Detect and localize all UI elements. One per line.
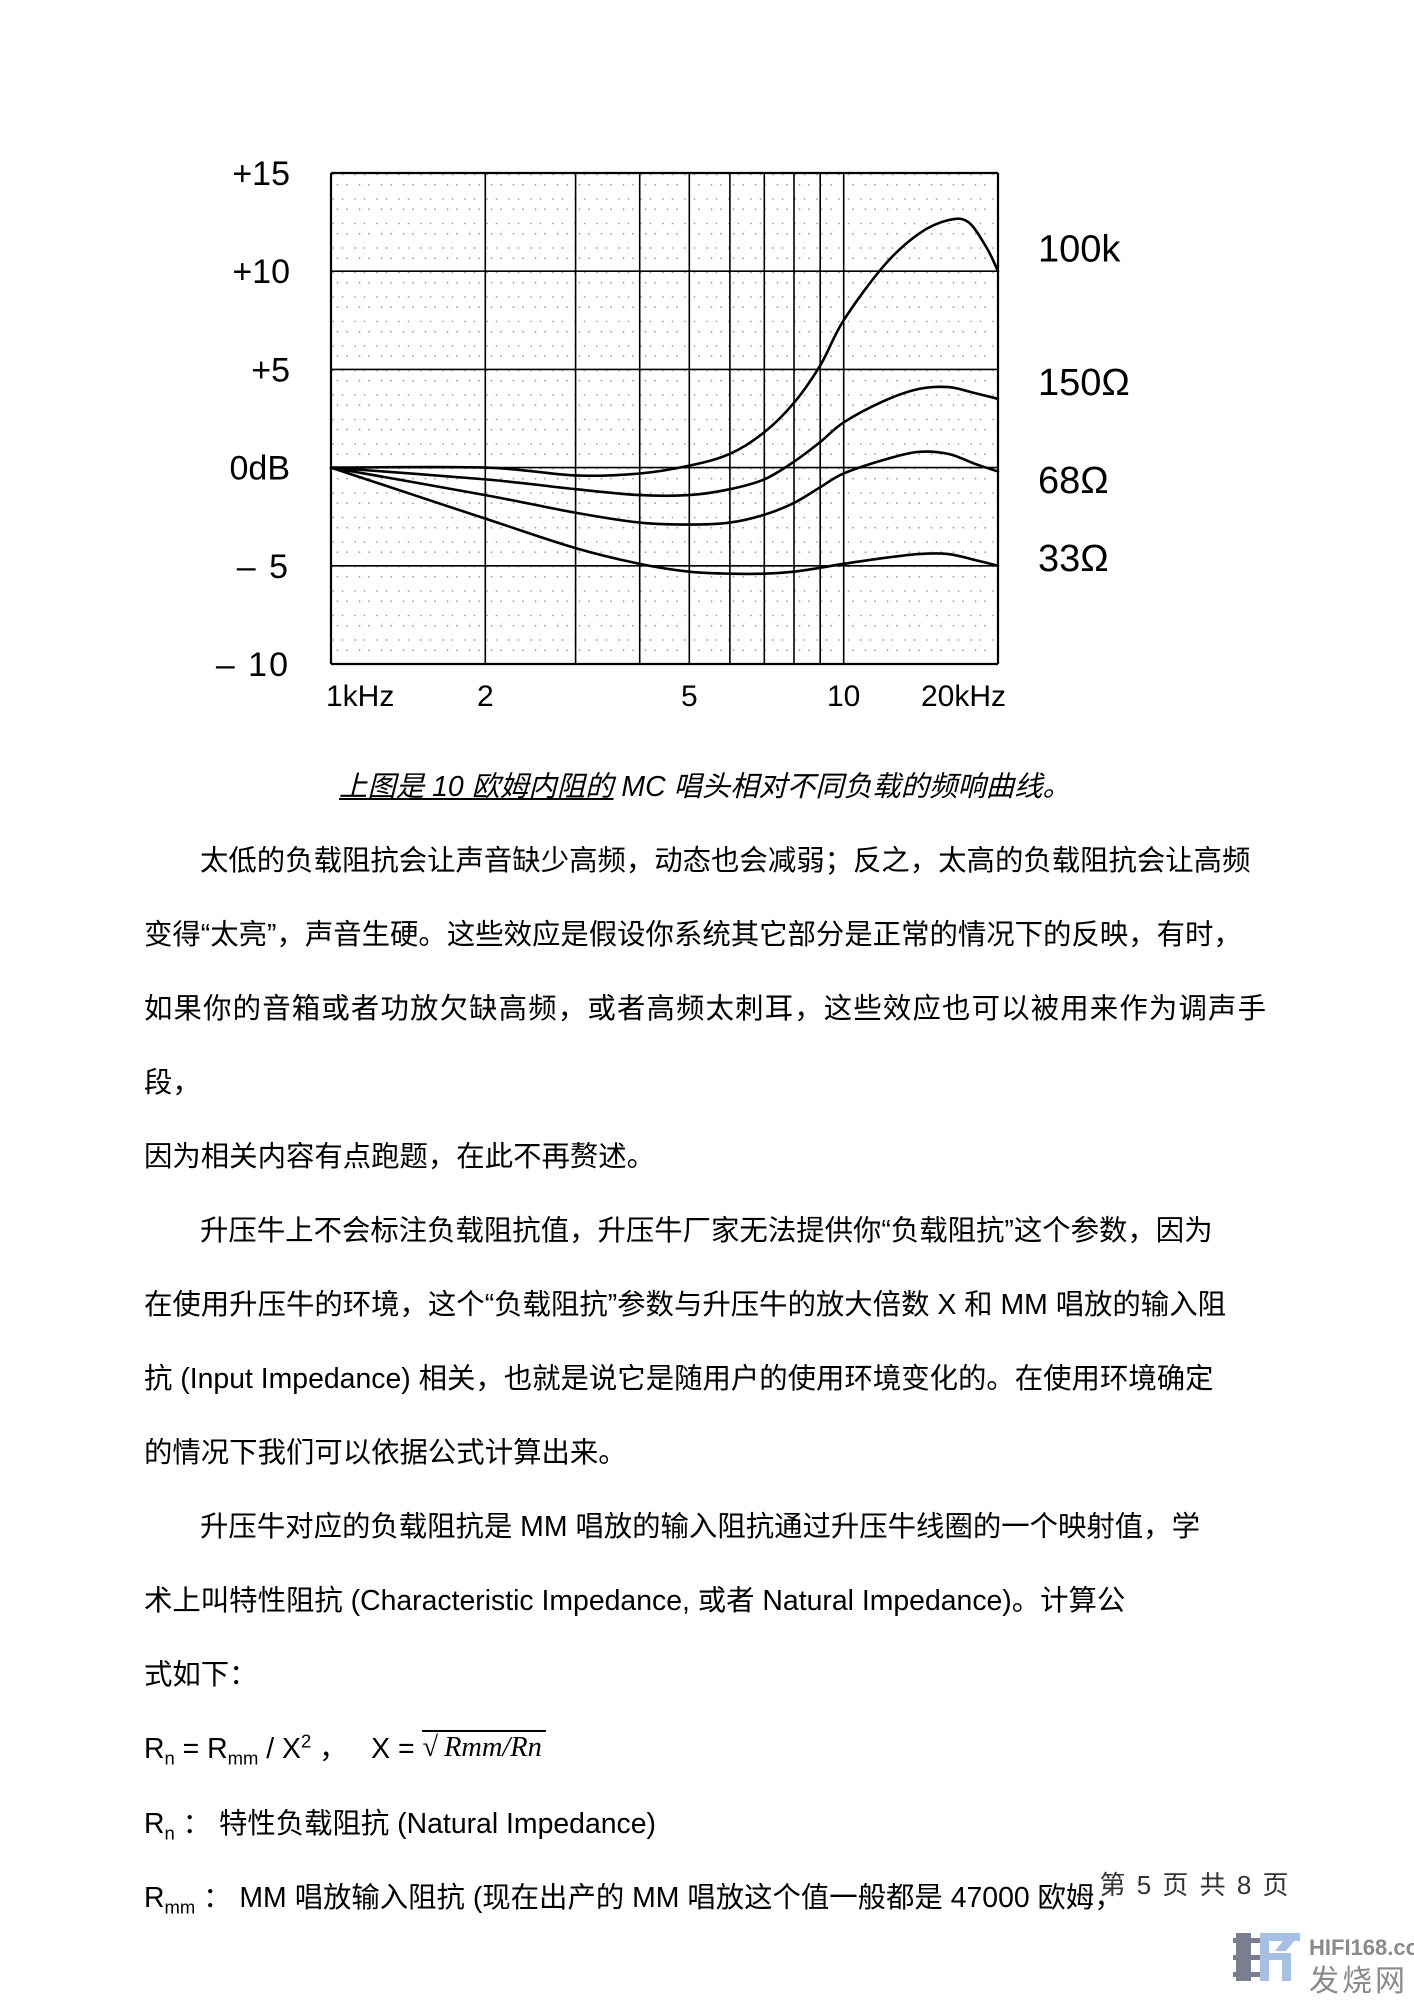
svg-text:HIFI168.com: HIFI168.com [1309, 1935, 1414, 1960]
svg-text:150Ω: 150Ω [1038, 362, 1130, 404]
svg-text:+15: +15 [232, 155, 290, 193]
svg-text:68Ω: 68Ω [1038, 460, 1109, 502]
svg-text:20kHz: 20kHz [921, 680, 1006, 713]
svg-text:2: 2 [477, 680, 494, 713]
svg-text:100k: 100k [1038, 228, 1121, 270]
svg-text:33Ω: 33Ω [1038, 538, 1109, 580]
svg-text:0dB: 0dB [230, 450, 291, 488]
svg-text:发烧网: 发烧网 [1309, 1965, 1408, 1998]
svg-text:10: 10 [827, 680, 860, 713]
svg-text:– 5: – 5 [237, 548, 290, 586]
svg-text:+5: +5 [251, 351, 290, 389]
svg-text:+10: +10 [232, 253, 290, 291]
svg-text:– 10: – 10 [216, 646, 290, 684]
svg-text:1kHz: 1kHz [326, 680, 394, 713]
svg-text:5: 5 [681, 680, 698, 713]
